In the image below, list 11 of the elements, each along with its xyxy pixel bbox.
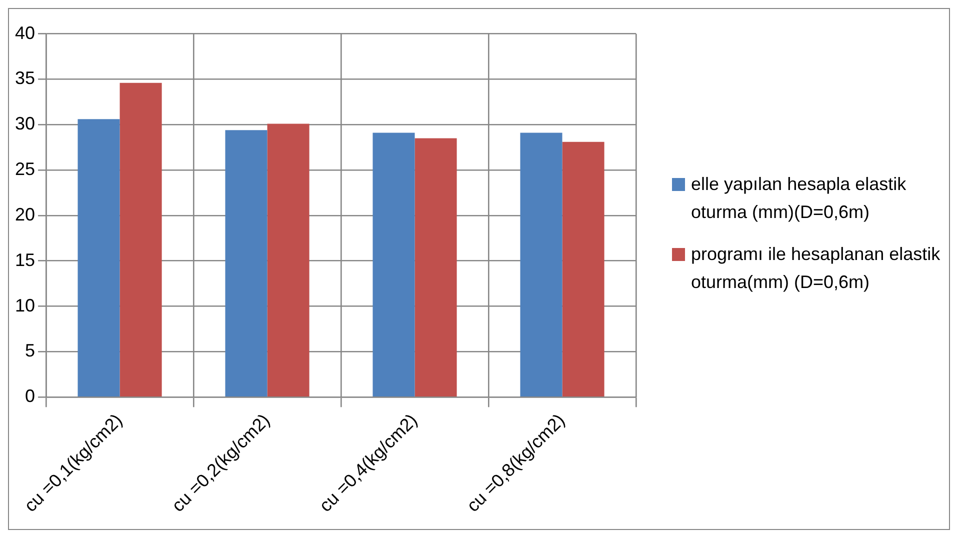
y-tick-label: 35 [14, 68, 36, 88]
y-tick-label: 25 [14, 159, 36, 180]
y-tick-label: 10 [14, 295, 36, 316]
y-tick-label: 0 [25, 386, 36, 406]
y-tick-label: 20 [14, 204, 36, 224]
y-tick-label: 40 [14, 22, 36, 43]
legend-label: programı ile hesaplanan elastik oturma(mm) (D=0,6m) [691, 243, 942, 294]
y-tick-label: 15 [14, 250, 36, 270]
legend-label: elle yapılan hesapla elastik oturma (mm)(D=0,6m) [691, 173, 908, 224]
y-tick-label: 30 [14, 114, 36, 134]
y-tick-label: 5 [25, 340, 36, 361]
